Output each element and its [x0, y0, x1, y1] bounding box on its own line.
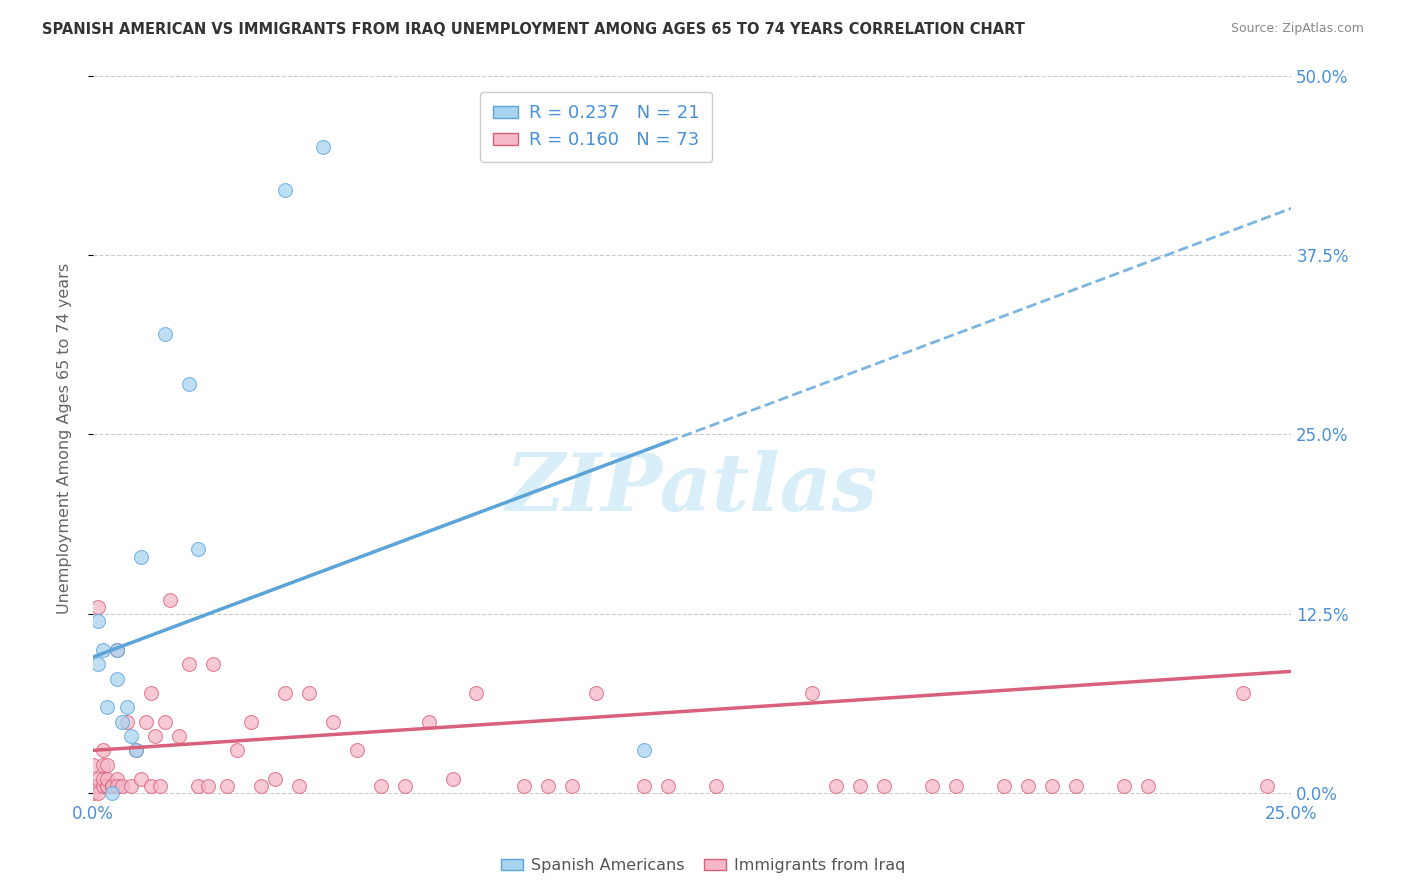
Point — [101, 787, 124, 801]
Point — [322, 714, 344, 729]
Point — [143, 729, 166, 743]
Point — [1064, 779, 1087, 793]
Point — [96, 757, 118, 772]
Point — [96, 772, 118, 786]
Point — [87, 599, 110, 614]
Point — [111, 714, 134, 729]
Point — [91, 643, 114, 657]
Point — [120, 729, 142, 743]
Point — [87, 779, 110, 793]
Point — [264, 772, 287, 786]
Point — [120, 779, 142, 793]
Point — [1256, 779, 1278, 793]
Text: Source: ZipAtlas.com: Source: ZipAtlas.com — [1230, 22, 1364, 36]
Point — [115, 700, 138, 714]
Point — [153, 326, 176, 341]
Point — [153, 714, 176, 729]
Point — [849, 779, 872, 793]
Point — [91, 779, 114, 793]
Point — [82, 757, 104, 772]
Point — [288, 779, 311, 793]
Point — [125, 743, 148, 757]
Point — [465, 686, 488, 700]
Point — [513, 779, 536, 793]
Point — [657, 779, 679, 793]
Point — [187, 779, 209, 793]
Point — [1040, 779, 1063, 793]
Point — [105, 672, 128, 686]
Point — [125, 743, 148, 757]
Point — [240, 714, 263, 729]
Point — [139, 686, 162, 700]
Point — [177, 377, 200, 392]
Point — [633, 779, 655, 793]
Point — [101, 779, 124, 793]
Point — [197, 779, 219, 793]
Point — [561, 779, 583, 793]
Point — [87, 614, 110, 628]
Point — [149, 779, 172, 793]
Point — [633, 743, 655, 757]
Point — [105, 772, 128, 786]
Point — [825, 779, 848, 793]
Point — [1017, 779, 1039, 793]
Point — [1136, 779, 1159, 793]
Point — [129, 772, 152, 786]
Point — [312, 140, 335, 154]
Point — [96, 700, 118, 714]
Point — [585, 686, 607, 700]
Point — [801, 686, 824, 700]
Point — [82, 787, 104, 801]
Point — [370, 779, 392, 793]
Point — [87, 657, 110, 672]
Point — [111, 779, 134, 793]
Point — [346, 743, 368, 757]
Point — [91, 757, 114, 772]
Point — [1112, 779, 1135, 793]
Point — [1232, 686, 1254, 700]
Point — [298, 686, 321, 700]
Point — [177, 657, 200, 672]
Point — [96, 779, 118, 793]
Text: SPANISH AMERICAN VS IMMIGRANTS FROM IRAQ UNEMPLOYMENT AMONG AGES 65 TO 74 YEARS : SPANISH AMERICAN VS IMMIGRANTS FROM IRAQ… — [42, 22, 1025, 37]
Point — [993, 779, 1015, 793]
Point — [105, 643, 128, 657]
Point — [418, 714, 440, 729]
Point — [217, 779, 239, 793]
Point — [921, 779, 943, 793]
Point — [101, 779, 124, 793]
Point — [96, 779, 118, 793]
Point — [704, 779, 727, 793]
Y-axis label: Unemployment Among Ages 65 to 74 years: Unemployment Among Ages 65 to 74 years — [58, 262, 72, 614]
Point — [91, 772, 114, 786]
Point — [87, 787, 110, 801]
Point — [159, 592, 181, 607]
Point — [139, 779, 162, 793]
Point — [169, 729, 191, 743]
Point — [441, 772, 464, 786]
Point — [537, 779, 560, 793]
Point — [945, 779, 967, 793]
Point — [91, 743, 114, 757]
Point — [115, 714, 138, 729]
Point — [201, 657, 224, 672]
Legend: R = 0.237   N = 21, R = 0.160   N = 73: R = 0.237 N = 21, R = 0.160 N = 73 — [481, 92, 713, 162]
Point — [249, 779, 271, 793]
Point — [129, 549, 152, 564]
Point — [225, 743, 247, 757]
Point — [274, 183, 297, 197]
Text: ZIPatlas: ZIPatlas — [506, 450, 879, 527]
Point — [274, 686, 297, 700]
Point — [187, 542, 209, 557]
Point — [394, 779, 416, 793]
Point — [87, 772, 110, 786]
Legend: Spanish Americans, Immigrants from Iraq: Spanish Americans, Immigrants from Iraq — [495, 852, 911, 880]
Point — [105, 643, 128, 657]
Point — [135, 714, 157, 729]
Point — [105, 779, 128, 793]
Point — [82, 779, 104, 793]
Point — [873, 779, 896, 793]
